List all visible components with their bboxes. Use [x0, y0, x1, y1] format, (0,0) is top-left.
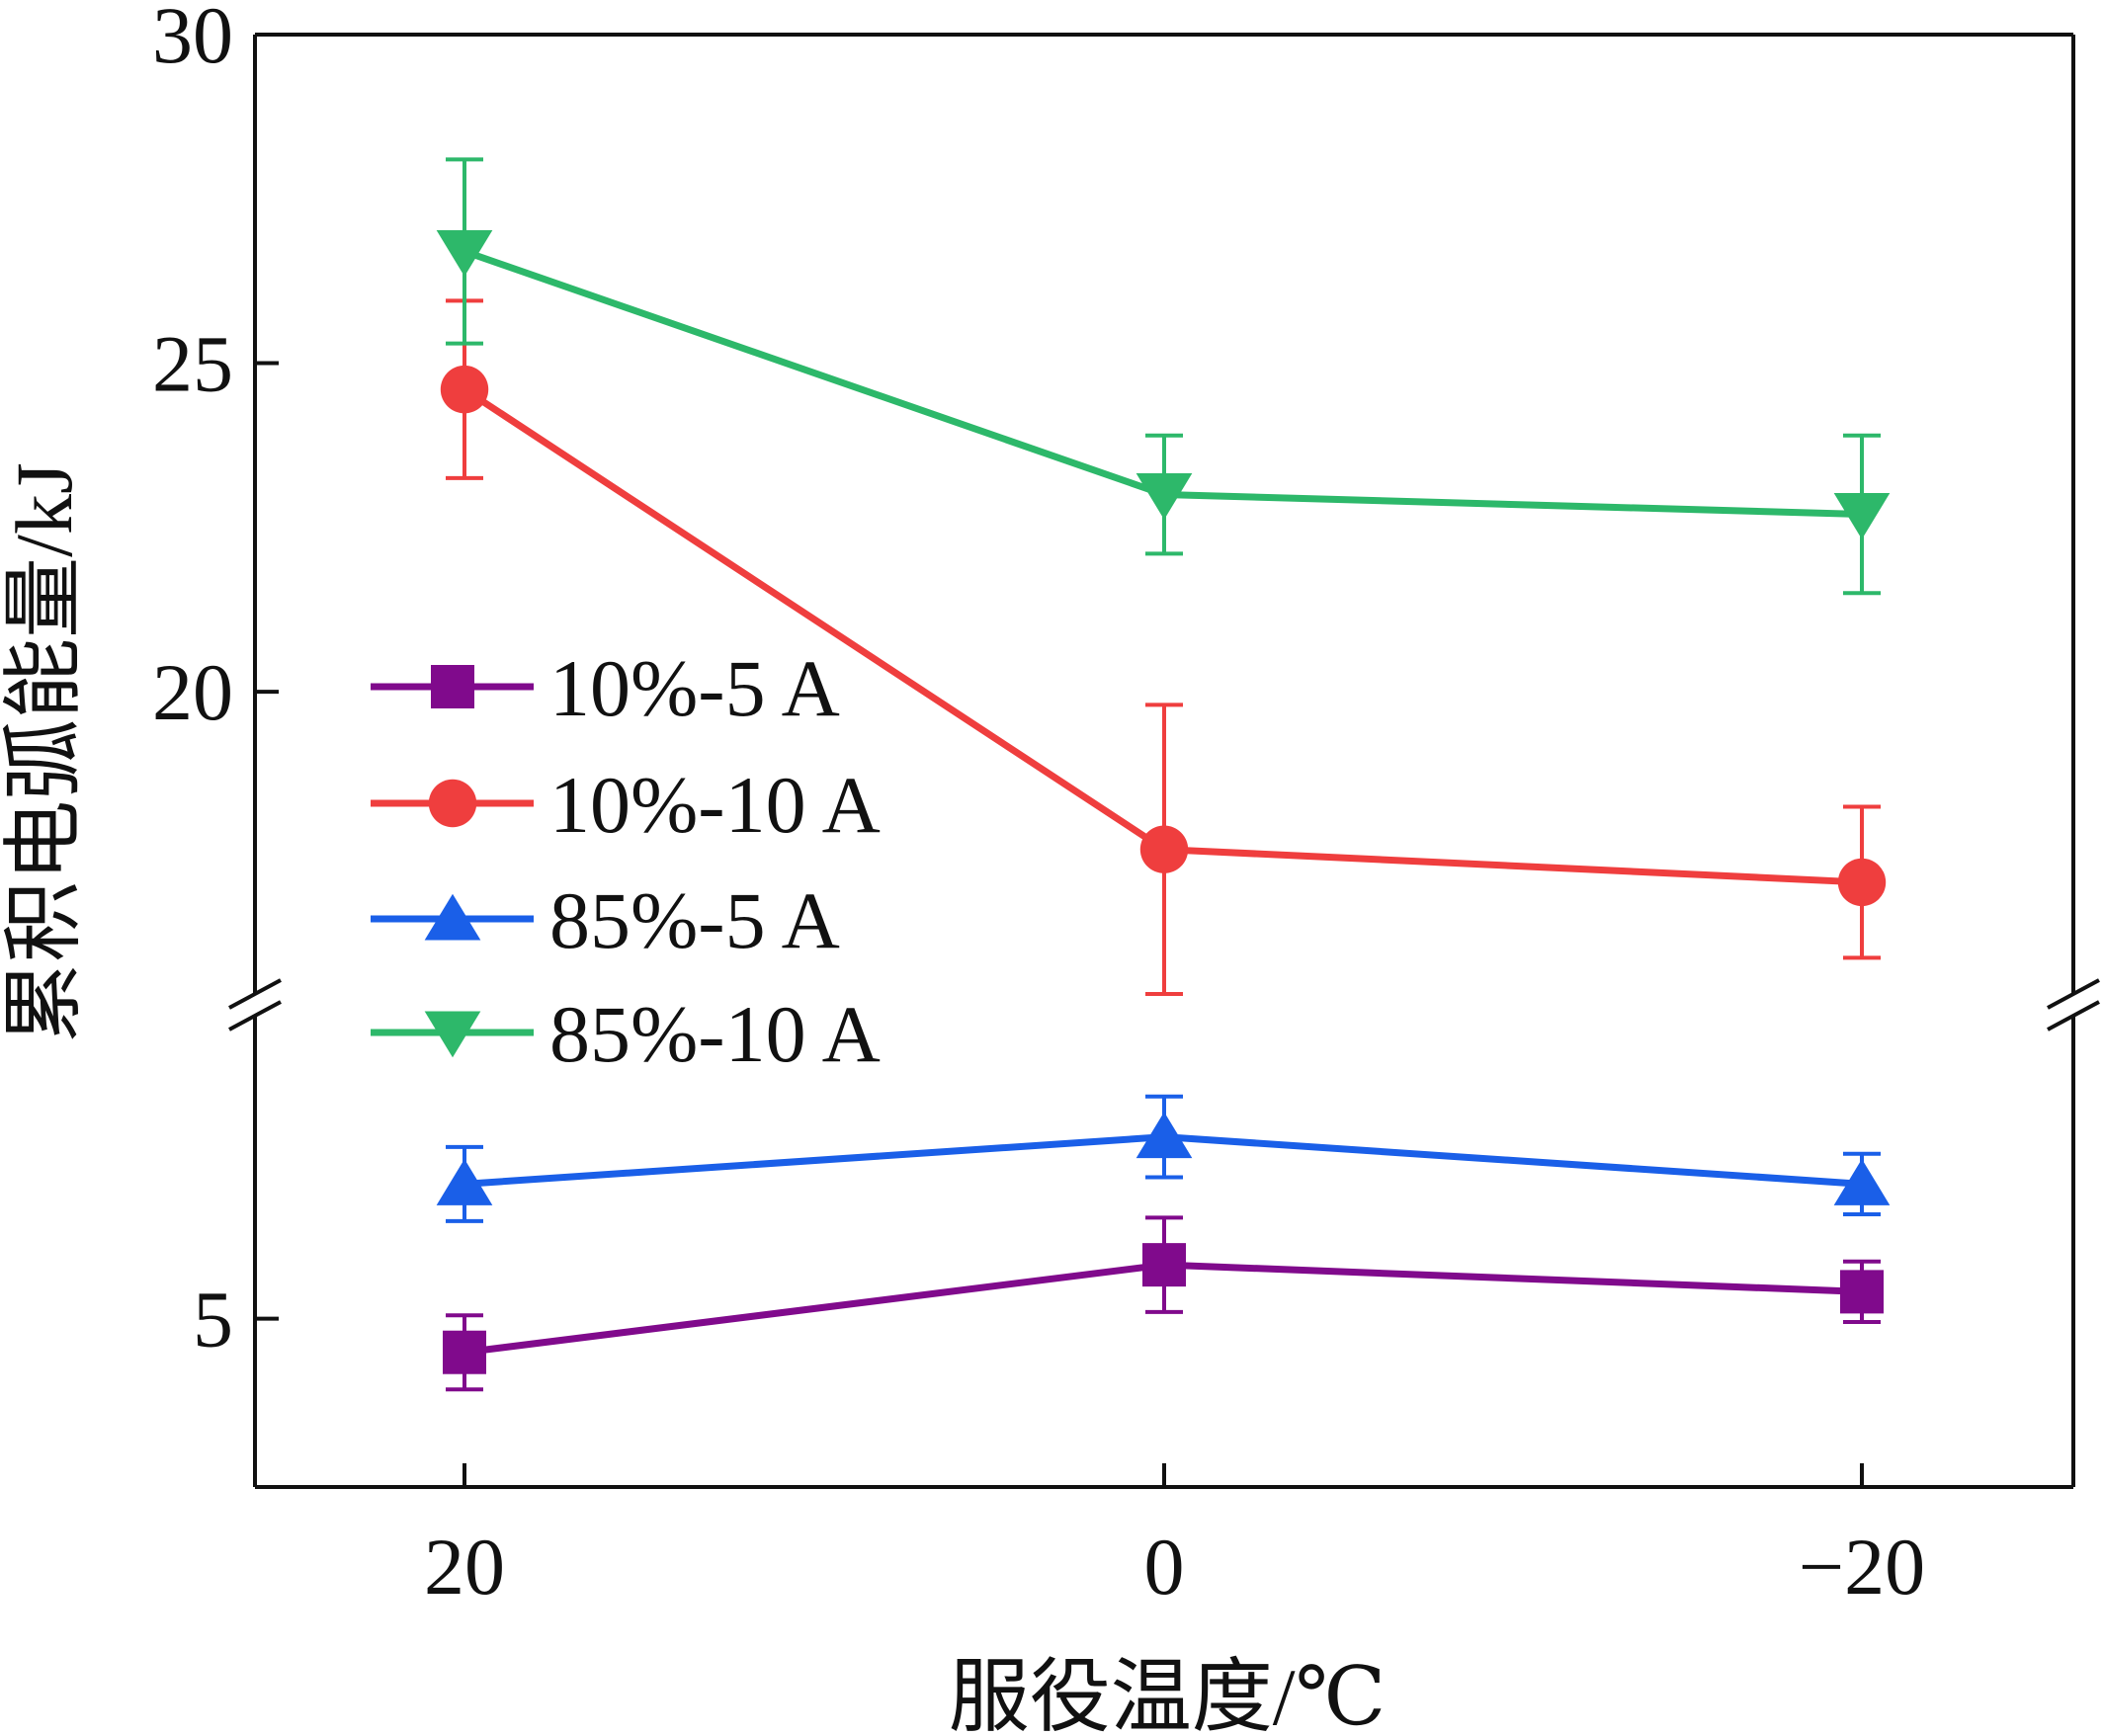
data-point-marker	[436, 1159, 493, 1205]
x-axis: 20 0 −20	[424, 1463, 1925, 1612]
axis-break-mark	[2047, 1000, 2100, 1032]
data-point-marker	[443, 1330, 486, 1374]
y-tick-label: 5	[193, 1275, 233, 1364]
data-point-marker	[1840, 1270, 1884, 1314]
y-tick-label: 30	[152, 0, 233, 80]
series-85-10-A	[436, 157, 1891, 596]
x-tick-label: 20	[424, 1522, 505, 1612]
legend-label: 85%-10 A	[549, 989, 881, 1079]
series-85-5-A	[436, 1094, 1891, 1223]
y-tick-label: 25	[152, 319, 233, 409]
data-point-marker	[1139, 825, 1189, 873]
data-point-marker	[440, 365, 489, 414]
y-tick-label: 20	[152, 647, 233, 737]
data-point-marker	[1833, 1159, 1891, 1205]
data-point-marker	[1142, 1243, 1186, 1287]
x-tick-label: −20	[1799, 1522, 1925, 1612]
legend-marker	[424, 1011, 481, 1058]
legend-item: 85%-10 A	[371, 989, 881, 1079]
data-point-marker	[1837, 858, 1887, 907]
legend: 10%-5 A 10%-10 A 85%-5 A 85%-10 A	[371, 643, 881, 1079]
axis-break-mark	[2047, 978, 2100, 1010]
data-point-marker	[1833, 492, 1891, 539]
legend-label: 85%-5 A	[549, 875, 840, 965]
y-axis: 30 25 20 5	[152, 0, 279, 1364]
legend-label: 10%-5 A	[549, 643, 840, 733]
data-point-marker	[1136, 1112, 1193, 1159]
series-layer	[436, 157, 1891, 1392]
legend-marker	[431, 665, 474, 708]
y-axis-title: 累积电弧能量/kJ	[0, 462, 89, 1043]
x-tick-label: 0	[1144, 1522, 1185, 1612]
legend-item: 85%-5 A	[371, 875, 840, 965]
data-point-marker	[1136, 473, 1193, 520]
axis-break-mark	[228, 978, 282, 1010]
legend-marker	[428, 779, 477, 828]
legend-item: 10%-5 A	[371, 643, 840, 733]
series-10-10-A	[440, 298, 1887, 996]
plot-frame	[228, 33, 2100, 1489]
legend-item: 10%-10 A	[371, 760, 881, 850]
series-10-5-A	[443, 1215, 1884, 1392]
legend-label: 10%-10 A	[549, 760, 881, 850]
x-axis-title: 服役温度/℃	[949, 1652, 1387, 1736]
legend-marker	[424, 893, 481, 941]
data-point-marker	[436, 229, 493, 277]
axis-break-mark	[228, 1000, 282, 1032]
